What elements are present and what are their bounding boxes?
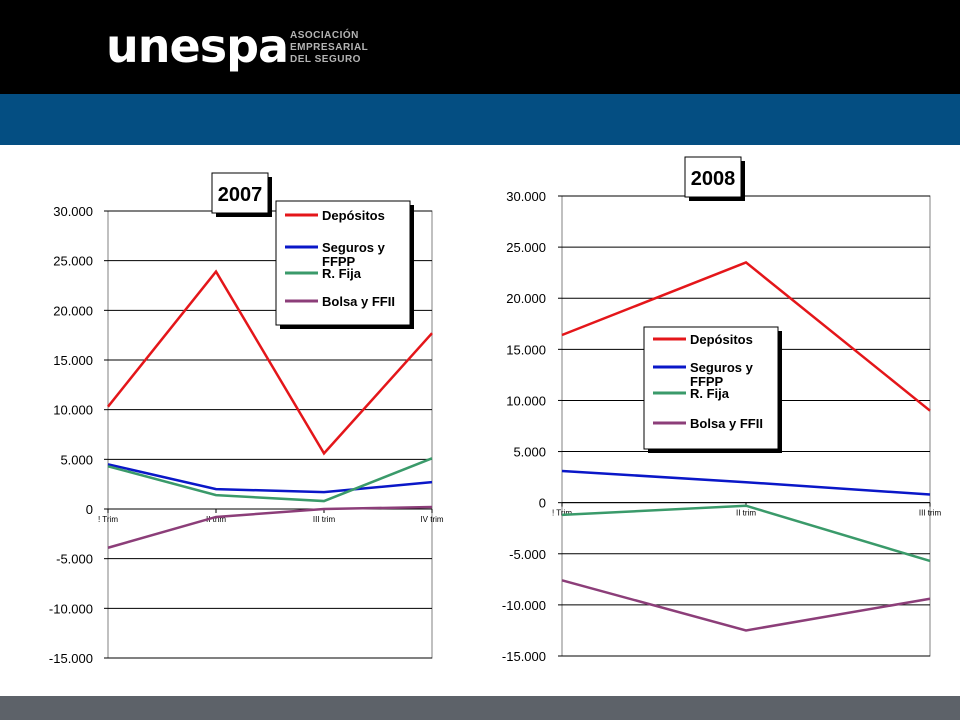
- footer-bar: [0, 696, 960, 720]
- y-tick-label: 0: [539, 496, 546, 511]
- series-line: [107, 505, 433, 549]
- y-tick-label: 10.000: [506, 393, 546, 408]
- title-box: [684, 156, 742, 198]
- chart-title: 2007: [218, 184, 263, 206]
- y-tick-label: -10.000: [502, 598, 546, 613]
- y-tick-label: 25.000: [53, 254, 93, 269]
- y-tick-label: 10.000: [53, 403, 93, 418]
- logo-subtitle-line: ASOCIACIÓN: [290, 30, 359, 41]
- series-line: [561, 469, 931, 496]
- unespa-logo: unespa: [106, 19, 289, 73]
- series-line: [561, 579, 931, 632]
- series-line: [107, 457, 433, 503]
- y-tick-label: 25.000: [506, 240, 546, 255]
- y-tick-label: 15.000: [53, 353, 93, 368]
- y-tick-label: -15.000: [502, 649, 546, 664]
- y-tick-label: 30.000: [506, 189, 546, 204]
- title-band: [0, 94, 960, 145]
- legend-box: [643, 326, 779, 450]
- logo-subtitle-line: DEL SEGURO: [290, 54, 361, 65]
- legend-label: Depósitos: [690, 332, 753, 347]
- y-tick-label: -5.000: [509, 547, 546, 562]
- chart-title: 2008: [691, 168, 736, 190]
- legend-box: [275, 200, 411, 326]
- legend-label: R. Fija: [322, 266, 362, 281]
- x-tick-label: ! Trim: [98, 515, 118, 524]
- y-tick-label: -5.000: [56, 552, 93, 567]
- y-tick-label: 5.000: [60, 452, 93, 467]
- x-tick-label: II trim: [736, 509, 756, 518]
- legend-label: Bolsa y FFII: [322, 294, 395, 309]
- y-tick-label: 20.000: [53, 303, 93, 318]
- series-line: [107, 463, 433, 494]
- y-tick-label: 0: [86, 502, 93, 517]
- legend-label: Bolsa y FFII: [690, 416, 763, 431]
- legend-label: Depósitos: [322, 208, 385, 223]
- y-tick-label: 30.000: [53, 204, 93, 219]
- y-tick-label: 15.000: [506, 342, 546, 357]
- y-tick-label: 20.000: [506, 291, 546, 306]
- series-line: [561, 504, 931, 563]
- y-tick-label: 5.000: [513, 445, 546, 460]
- title-box: [211, 172, 269, 214]
- logo-subtitle-line: EMPRESARIAL: [290, 42, 369, 53]
- legend-label: R. Fija: [690, 386, 730, 401]
- x-tick-label: III trim: [919, 509, 942, 518]
- x-tick-label: III trim: [313, 515, 336, 524]
- y-tick-label: -15.000: [49, 651, 93, 666]
- legend-label: Seguros y FFPP: [322, 240, 386, 269]
- series-line: [561, 261, 931, 412]
- x-tick-label: IV trim: [420, 515, 443, 524]
- x-tick-label: ! Trim: [552, 509, 572, 518]
- y-tick-label: -10.000: [49, 601, 93, 616]
- x-tick-label: II trim: [206, 515, 226, 524]
- header-bar: [0, 0, 960, 94]
- series-line: [107, 269, 433, 456]
- legend-label: Seguros y FFPP: [690, 360, 754, 389]
- logo-subtitle: ASOCIACIÓN EMPRESARIAL DEL SEGURO: [290, 30, 368, 66]
